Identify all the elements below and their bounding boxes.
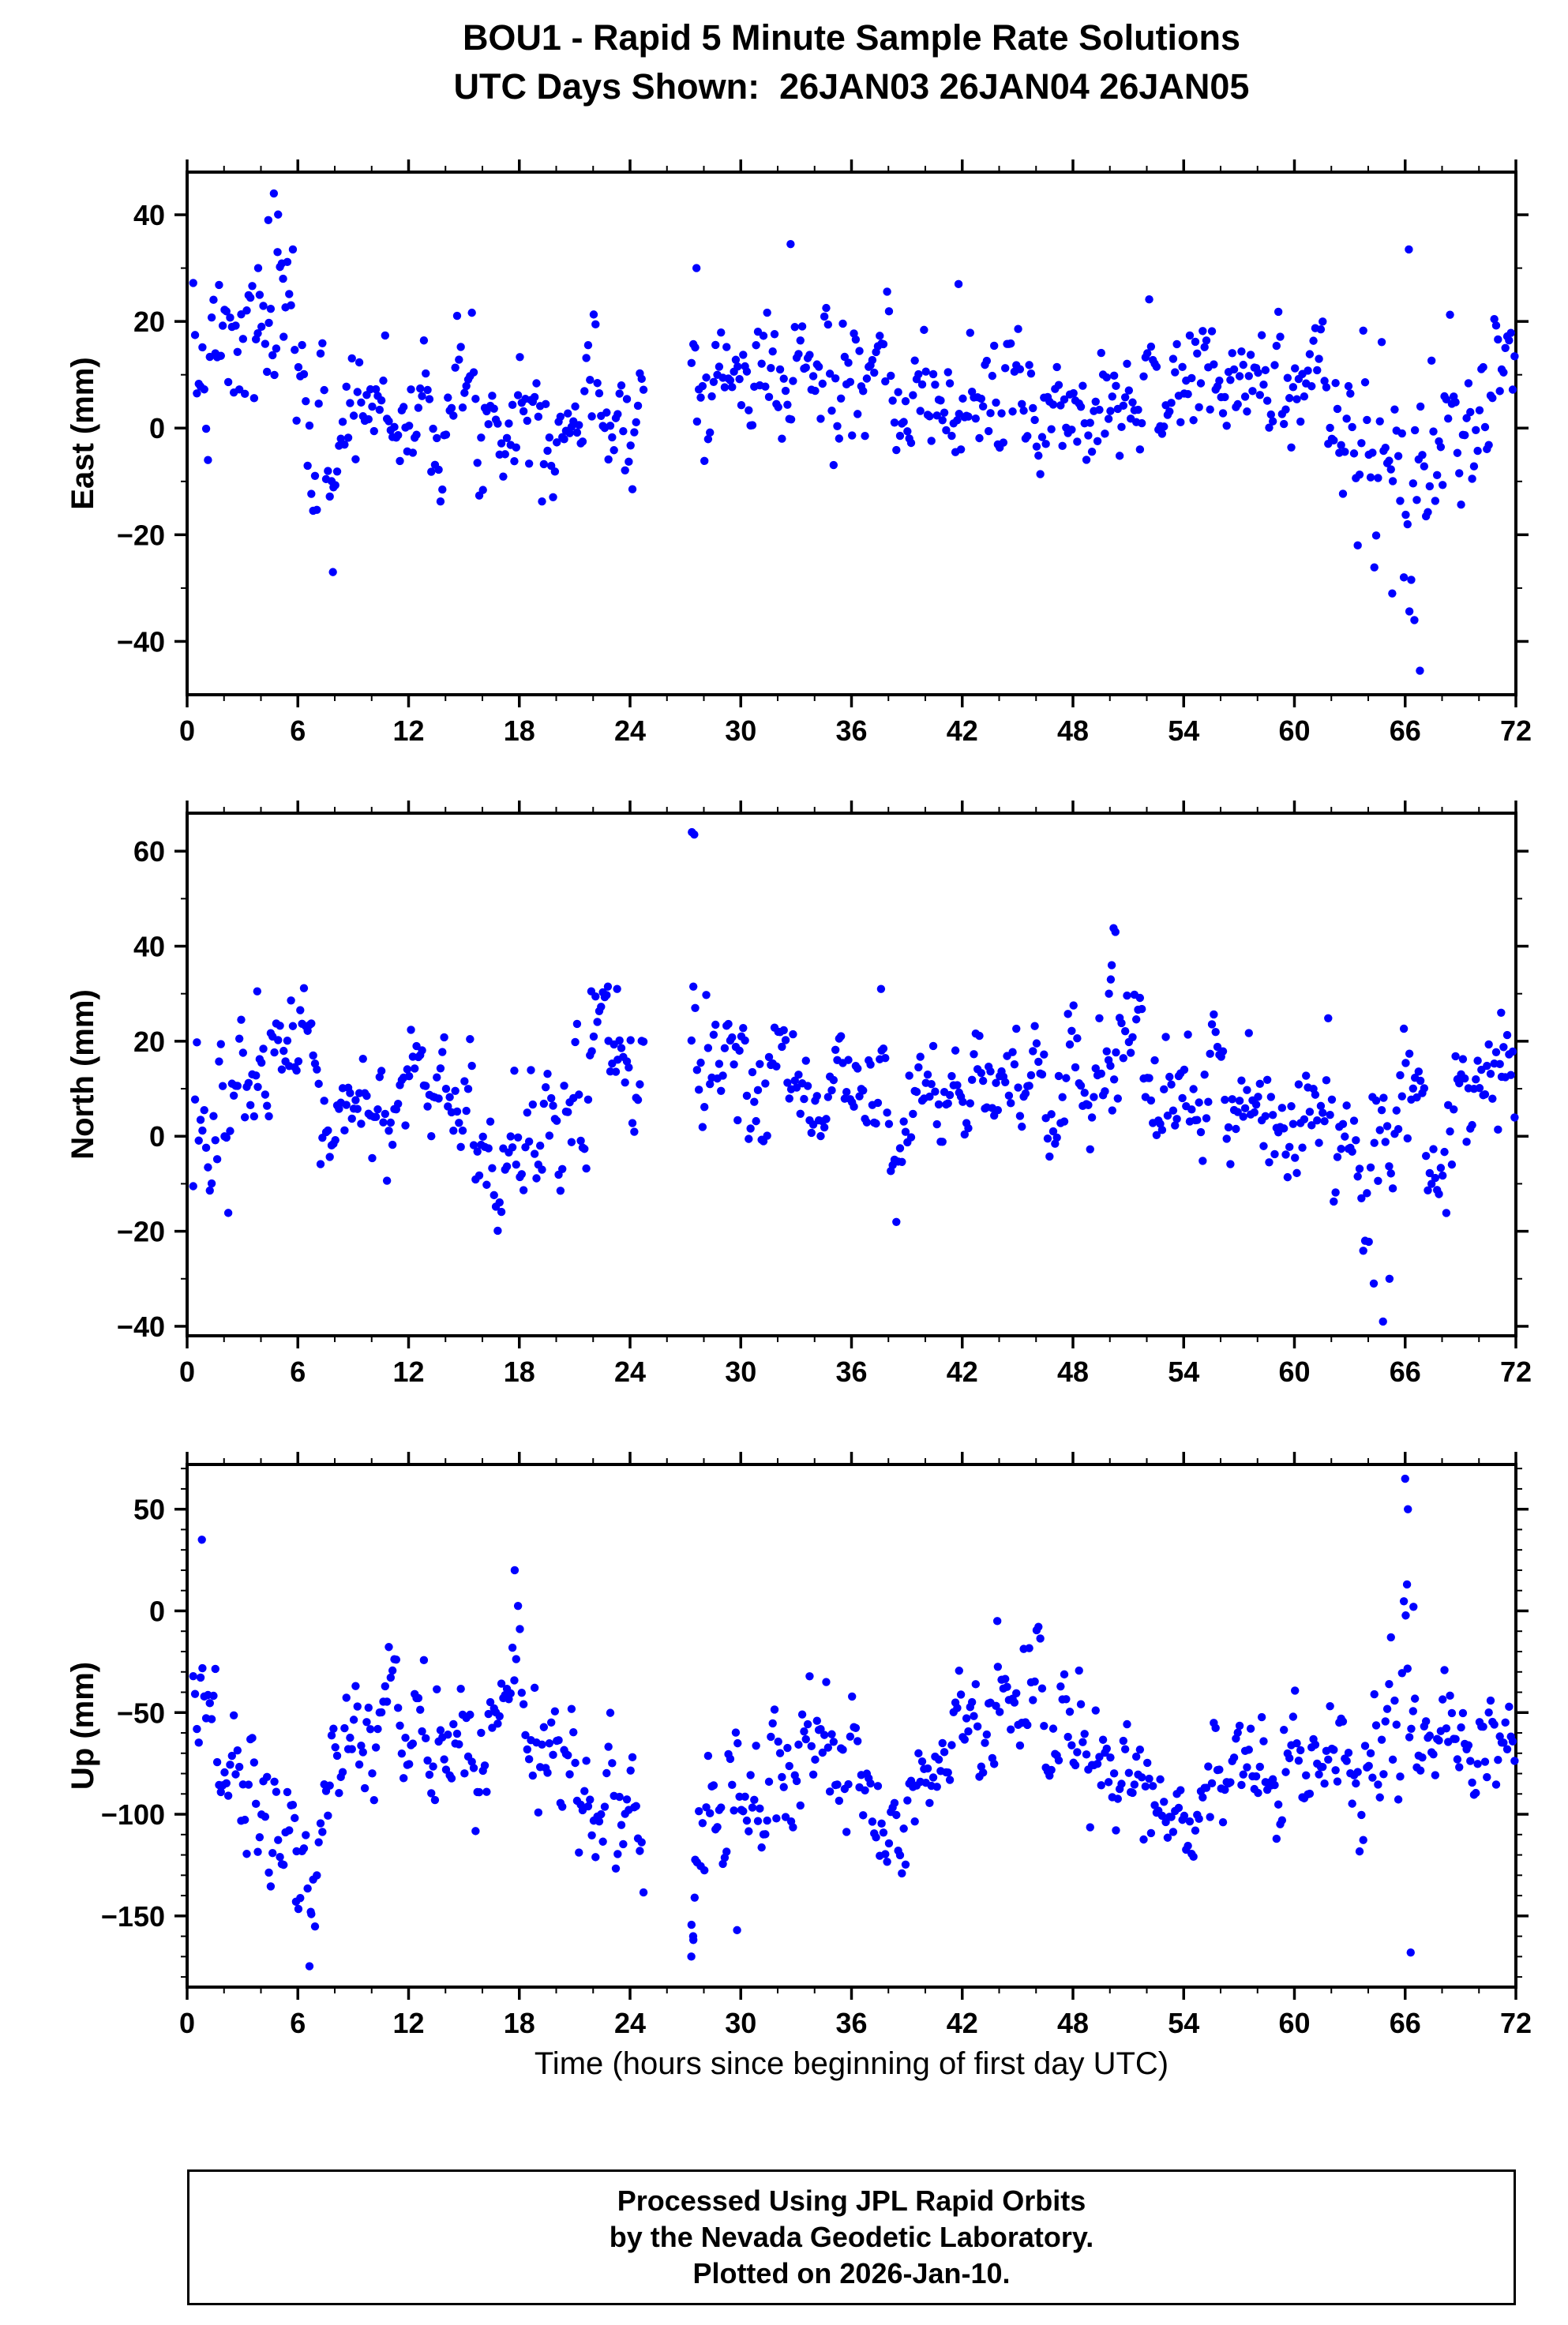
x-tick-label: 30 xyxy=(725,714,756,747)
x-tick-label: 60 xyxy=(1278,2007,1310,2039)
y-tick-label: 0 xyxy=(149,1120,165,1153)
x-tick-label: 12 xyxy=(392,714,424,747)
y-tick-label: 0 xyxy=(149,412,165,444)
x-tick-label: 36 xyxy=(835,2007,867,2039)
y-tick-label: −150 xyxy=(101,1900,165,1933)
x-tick-label: 30 xyxy=(725,2007,756,2039)
footer-line-3: Plotted on 2026-Jan-10. xyxy=(692,2257,1011,2289)
x-tick-label: 24 xyxy=(614,1356,646,1388)
x-tick-label: 48 xyxy=(1057,2007,1089,2039)
x-tick-label: 24 xyxy=(614,2007,646,2039)
y-axis-label: Up (mm) xyxy=(66,1662,100,1790)
x-tick-label: 0 xyxy=(179,714,195,747)
y-tick-label: 40 xyxy=(133,199,165,231)
x-tick-label: 24 xyxy=(614,714,646,747)
y-axis-label: East (mm) xyxy=(66,357,100,509)
x-tick-label: 60 xyxy=(1278,714,1310,747)
x-tick-label: 12 xyxy=(392,2007,424,2039)
footer-line-2: by the Nevada Geodetic Laboratory. xyxy=(609,2221,1094,2253)
x-tick-label: 48 xyxy=(1057,714,1089,747)
x-tick-label: 42 xyxy=(947,1356,978,1388)
x-tick-label: 12 xyxy=(392,1356,424,1388)
x-tick-label: 54 xyxy=(1168,714,1199,747)
x-tick-label: 18 xyxy=(504,1356,535,1388)
y-tick-label: 20 xyxy=(133,306,165,338)
x-axis-title: Time (hours since beginning of first day… xyxy=(534,2046,1169,2081)
y-tick-label: −40 xyxy=(117,625,165,658)
y-tick-label: −100 xyxy=(101,1798,165,1831)
x-tick-label: 30 xyxy=(725,1356,756,1388)
x-tick-label: 42 xyxy=(947,2007,978,2039)
y-tick-label: −40 xyxy=(117,1311,165,1343)
x-tick-label: 72 xyxy=(1500,1356,1532,1388)
x-tick-label: 72 xyxy=(1500,714,1532,747)
up-scatter-plot: 0 6 12 18 24 30 36 42 48 54 60 66 72 −150 −100 −50 0 50 Up… xyxy=(66,1452,1532,2039)
x-tick-label: 36 xyxy=(835,714,867,747)
y-axis-label: North (mm) xyxy=(66,989,100,1160)
axis-ticks xyxy=(174,1452,1529,2000)
y-tick-label: −50 xyxy=(117,1697,165,1729)
x-tick-label: 54 xyxy=(1168,2007,1199,2039)
x-tick-label: 66 xyxy=(1390,2007,1421,2039)
footer-line-1: Processed Using JPL Rapid Orbits xyxy=(617,2184,1086,2217)
x-tick-label: 0 xyxy=(179,1356,195,1388)
footer-box: Processed Using JPL Rapid Orbits by the … xyxy=(187,2169,1516,2305)
data-points xyxy=(189,827,1519,1326)
y-tick-label: 60 xyxy=(133,835,165,868)
east-scatter-plot: 0 6 12 18 24 30 36 42 48 54 60 66 72 −40 −20 0 20 40 East … xyxy=(66,159,1532,747)
x-tick-label: 6 xyxy=(290,714,306,747)
x-tick-label: 72 xyxy=(1500,2007,1532,2039)
x-tick-label: 66 xyxy=(1390,1356,1421,1388)
x-tick-label: 60 xyxy=(1278,1356,1310,1388)
chart-subtitle: UTC Days Shown: 26JAN03 26JAN04 26JAN05 xyxy=(453,66,1250,107)
x-tick-label: 54 xyxy=(1168,1356,1199,1388)
y-tick-label: 0 xyxy=(149,1595,165,1627)
data-points xyxy=(189,1474,1519,1971)
axis-ticks xyxy=(174,801,1529,1348)
x-tick-label: 6 xyxy=(290,1356,306,1388)
y-tick-label: 50 xyxy=(133,1494,165,1526)
y-tick-label: −20 xyxy=(117,519,165,551)
x-tick-label: 6 xyxy=(290,2007,306,2039)
x-tick-label: 66 xyxy=(1390,714,1421,747)
x-tick-label: 48 xyxy=(1057,1356,1089,1388)
data-points xyxy=(189,189,1519,675)
north-scatter-plot: 0 6 12 18 24 30 36 42 48 54 60 66 72 −40 −20 0 20 40 60 Nor… xyxy=(66,801,1532,1388)
x-tick-label: 36 xyxy=(835,1356,867,1388)
x-tick-label: 0 xyxy=(179,2007,195,2039)
y-tick-label: 20 xyxy=(133,1026,165,1058)
x-tick-label: 18 xyxy=(504,714,535,747)
chart-title: BOU1 - Rapid 5 Minute Sample Rate Soluti… xyxy=(462,17,1241,58)
x-tick-label: 42 xyxy=(947,714,978,747)
plot-frame xyxy=(186,812,1517,1337)
y-tick-label: 40 xyxy=(133,931,165,963)
y-tick-label: −20 xyxy=(117,1216,165,1248)
axis-ticks xyxy=(174,159,1529,707)
x-tick-label: 18 xyxy=(504,2007,535,2039)
